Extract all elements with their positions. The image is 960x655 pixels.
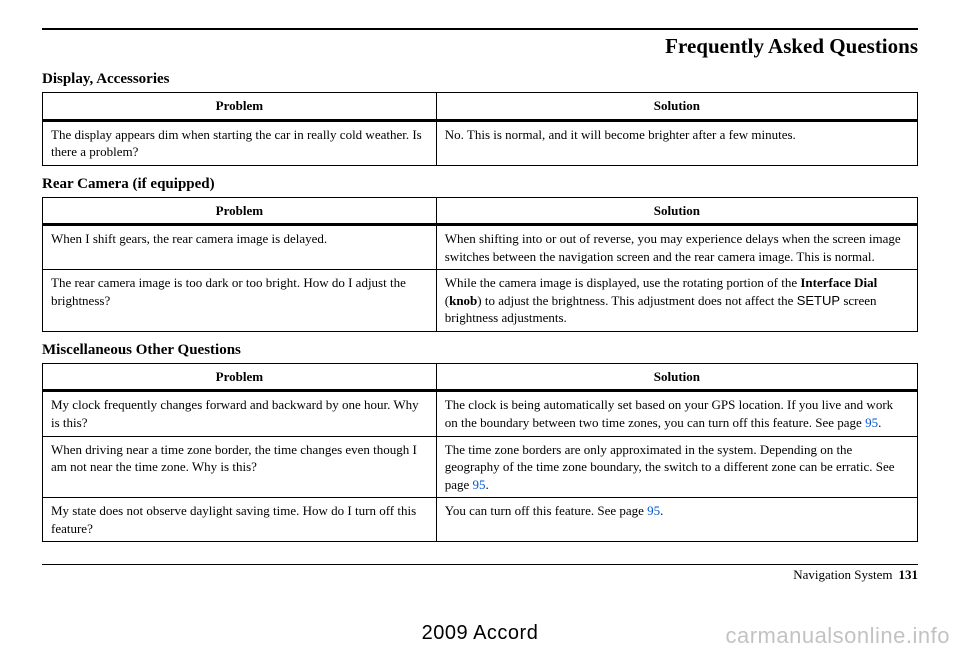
cell-solution: The time zone borders are only approxima… [436, 436, 917, 498]
table-misc: Problem Solution My clock frequently cha… [42, 363, 918, 542]
text: ) to adjust the brightness. This adjustm… [477, 293, 796, 308]
cell-problem: The display appears dim when starting th… [43, 120, 437, 165]
th-solution: Solution [436, 197, 917, 225]
page-ref[interactable]: 95 [473, 477, 486, 492]
section-heading-misc: Miscellaneous Other Questions [42, 342, 918, 359]
bold-text: knob [449, 293, 477, 308]
watermark: carmanualsonline.info [725, 623, 950, 649]
page-ref[interactable]: 95 [865, 415, 878, 430]
cell-problem: When driving near a time zone border, th… [43, 436, 437, 498]
th-problem: Problem [43, 363, 437, 391]
cell-problem: My clock frequently changes forward and … [43, 391, 437, 436]
setup-label: SETUP [797, 293, 840, 308]
bold-text: Interface Dial [800, 275, 877, 290]
top-rule [42, 28, 918, 30]
table-row: The display appears dim when starting th… [43, 120, 918, 165]
th-solution: Solution [436, 93, 917, 121]
cell-solution: No. This is normal, and it will become b… [436, 120, 917, 165]
bottom-rule [42, 564, 918, 565]
th-solution: Solution [436, 363, 917, 391]
table-rear-camera: Problem Solution When I shift gears, the… [42, 197, 918, 332]
text: The clock is being automatically set bas… [445, 397, 893, 430]
table-display: Problem Solution The display appears dim… [42, 92, 918, 166]
footer-page-number: 131 [899, 567, 919, 583]
table-row: The rear camera image is too dark or too… [43, 270, 918, 332]
page-ref[interactable]: 95 [647, 503, 660, 518]
text: You can turn off this feature. See page [445, 503, 647, 518]
table-row: My state does not observe daylight savin… [43, 498, 918, 542]
table-row: When I shift gears, the rear camera imag… [43, 225, 918, 270]
cell-solution: While the camera image is displayed, use… [436, 270, 917, 332]
page-title: Frequently Asked Questions [42, 34, 918, 59]
text: While the camera image is displayed, use… [445, 275, 801, 290]
section-heading-rear-camera: Rear Camera (if equipped) [42, 176, 918, 193]
cell-problem: My state does not observe daylight savin… [43, 498, 437, 542]
text: . [878, 415, 881, 430]
table-row: When driving near a time zone border, th… [43, 436, 918, 498]
footer: Navigation System 131 [42, 567, 918, 583]
section-heading-display: Display, Accessories [42, 71, 918, 88]
text: The time zone borders are only approxima… [445, 442, 895, 492]
th-problem: Problem [43, 93, 437, 121]
cell-solution: You can turn off this feature. See page … [436, 498, 917, 542]
cell-problem: When I shift gears, the rear camera imag… [43, 225, 437, 270]
cell-solution: When shifting into or out of reverse, yo… [436, 225, 917, 270]
text: . [486, 477, 489, 492]
footer-label: Navigation System [793, 567, 892, 583]
text: . [660, 503, 663, 518]
table-row: My clock frequently changes forward and … [43, 391, 918, 436]
th-problem: Problem [43, 197, 437, 225]
cell-problem: The rear camera image is too dark or too… [43, 270, 437, 332]
cell-solution: The clock is being automatically set bas… [436, 391, 917, 436]
